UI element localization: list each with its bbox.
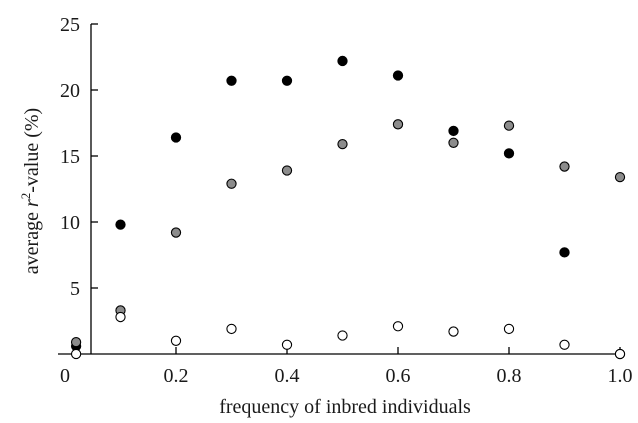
- x-tick-label: 0: [60, 365, 70, 387]
- data-point: [448, 137, 459, 148]
- data-point: [337, 138, 348, 150]
- x-tick-label: 0.4: [275, 365, 300, 387]
- data-point: [281, 75, 293, 86]
- data-point: [503, 323, 515, 335]
- data-point: [170, 335, 182, 346]
- x-tick-label: 0.8: [497, 365, 522, 387]
- data-point: [559, 339, 570, 350]
- data-point: [559, 247, 570, 258]
- y-axis-title: average r2-value (%): [18, 108, 43, 274]
- y-axis-title-suffix: -value (%): [21, 108, 43, 193]
- data-point: [448, 125, 459, 137]
- data-point: [392, 321, 404, 332]
- y-axis-title-italic: r: [21, 199, 43, 207]
- data-point: [614, 171, 626, 183]
- data-point: [614, 348, 626, 360]
- data-point: [337, 55, 348, 67]
- data-point: [170, 132, 182, 143]
- y-tick-label: 25: [60, 14, 80, 36]
- data-point: [115, 311, 126, 323]
- y-tick-label: 5: [70, 278, 80, 300]
- data-point: [281, 339, 293, 350]
- data-point: [503, 148, 515, 159]
- y-axis-title-superscript: 2: [18, 193, 33, 200]
- x-axis-title: frequency of inbred individuals: [219, 396, 471, 418]
- data-point: [226, 178, 237, 189]
- data-point: [392, 119, 404, 130]
- data-point: [337, 330, 348, 341]
- x-tick-label: 1.0: [608, 365, 633, 387]
- y-tick-label: 10: [60, 212, 80, 234]
- y-tick-label: 20: [60, 80, 80, 102]
- data-point: [559, 161, 570, 172]
- data-point: [70, 336, 82, 348]
- data-point: [170, 227, 182, 238]
- x-tick-label: 0.6: [386, 365, 411, 387]
- data-point: [115, 219, 126, 230]
- data-point: [70, 348, 82, 360]
- x-ticks: 0 0.2 0.4 0.6 0.8 1.0: [60, 347, 633, 387]
- data-point: [226, 323, 237, 335]
- data-point: [226, 75, 237, 86]
- y-ticks: 5 10 15 20 25: [60, 14, 98, 300]
- x-tick-label: 0.2: [164, 365, 189, 387]
- data-point: [281, 165, 293, 176]
- y-tick-label: 15: [60, 146, 80, 168]
- data-point: [392, 70, 404, 81]
- data-points: [70, 55, 626, 360]
- y-axis-title-prefix: average: [21, 207, 43, 274]
- axes: [58, 24, 624, 355]
- data-point: [503, 120, 515, 131]
- data-point: [448, 326, 459, 337]
